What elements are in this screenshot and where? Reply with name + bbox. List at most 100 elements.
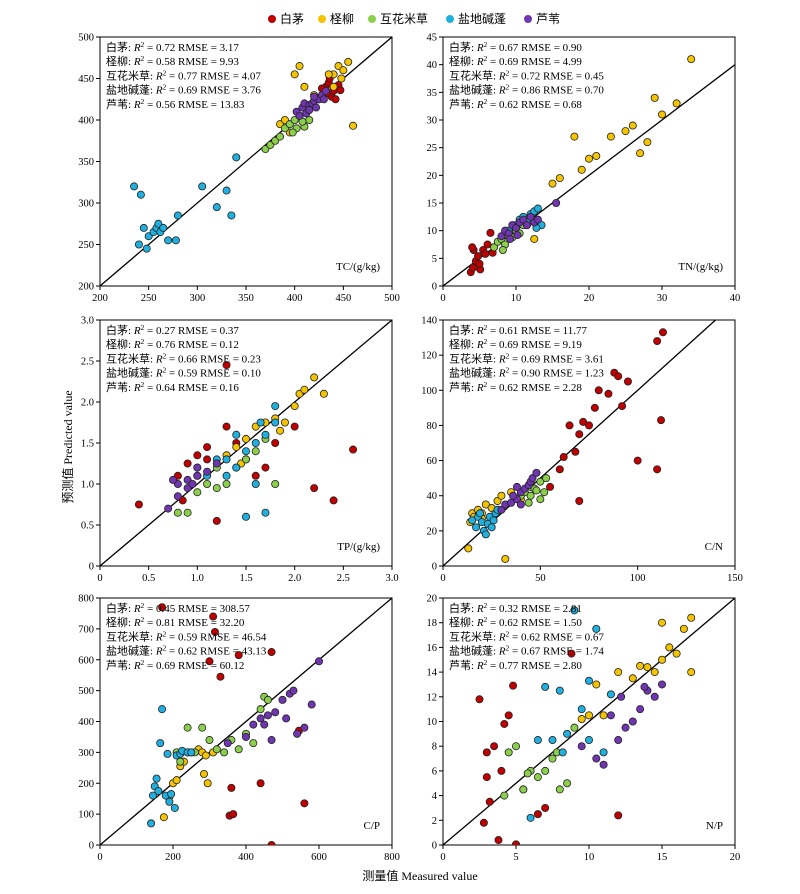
- data-point: [650, 668, 659, 677]
- data-point: [472, 523, 481, 532]
- superscript-2: 2: [141, 615, 145, 624]
- data-point: [256, 779, 265, 788]
- data-point: [200, 769, 209, 778]
- y-tick-label: 350: [78, 157, 94, 168]
- x-tick-label: 350: [238, 293, 254, 304]
- data-point: [614, 668, 623, 677]
- data-point: [475, 695, 484, 704]
- data-point: [193, 488, 202, 497]
- x-tick-label: 0: [97, 852, 102, 863]
- stat-species: 互花米草:: [106, 352, 156, 365]
- data-point: [232, 463, 241, 472]
- data-point: [653, 337, 662, 346]
- data-point: [349, 445, 358, 454]
- data-point: [533, 736, 542, 745]
- y-tick-label: 300: [78, 199, 94, 210]
- stat-species: 白茅:: [106, 323, 134, 337]
- x-tick-label: 15: [657, 852, 668, 863]
- data-point: [567, 649, 576, 658]
- data-point: [617, 692, 626, 701]
- data-point: [142, 244, 151, 253]
- data-point: [222, 479, 231, 488]
- data-point: [490, 243, 499, 252]
- series-盐地碱蓬: [147, 705, 196, 828]
- data-point: [536, 495, 545, 504]
- data-point: [621, 723, 630, 732]
- data-point: [522, 221, 531, 230]
- superscript-2: 2: [141, 337, 145, 346]
- data-point: [570, 132, 579, 141]
- r2-value: = 0.69 RMSE = 60.12: [144, 660, 244, 672]
- data-point: [222, 422, 231, 431]
- legend-item-2: 互花米草: [368, 10, 428, 28]
- stat-line-3: 盐地碱蓬: R2 = 0.86 RMSE = 0.70: [449, 82, 604, 97]
- r-symbol: R: [155, 368, 163, 380]
- data-point: [198, 182, 207, 191]
- stat-species: 芦苇:: [106, 97, 134, 111]
- data-point: [290, 422, 299, 431]
- stat-species: 盐地碱蓬:: [106, 367, 156, 380]
- data-point: [672, 99, 681, 108]
- data-point: [159, 813, 168, 822]
- series-芦苇: [497, 198, 561, 243]
- data-point: [319, 95, 328, 104]
- y-tick-label: 250: [78, 240, 94, 251]
- stat-line-2: 互花米草: R2 = 0.69 RMSE = 3.61: [449, 351, 604, 366]
- data-point: [260, 720, 269, 729]
- data-point: [599, 748, 608, 757]
- r-symbol: R: [133, 603, 141, 615]
- x-tick-label: 0: [97, 573, 102, 584]
- series-芦苇: [164, 459, 221, 513]
- legend-item-0: 白茅: [268, 10, 304, 28]
- data-point: [498, 246, 507, 255]
- y-tick-label: 30: [427, 116, 438, 127]
- data-point: [571, 447, 580, 456]
- data-point: [468, 516, 477, 525]
- data-point: [256, 418, 265, 427]
- data-point: [548, 179, 557, 188]
- data-point: [158, 705, 167, 714]
- data-point: [324, 70, 333, 79]
- data-point: [164, 236, 173, 245]
- x-tick-label: 0.5: [142, 573, 155, 584]
- data-point: [241, 434, 250, 443]
- data-point: [173, 492, 182, 501]
- plot-frame: [442, 319, 736, 567]
- data-point: [300, 82, 309, 91]
- y-tick-label: 500: [78, 33, 94, 44]
- data-point: [152, 774, 161, 783]
- data-point: [575, 430, 584, 439]
- panel-label: C/P: [363, 820, 380, 832]
- data-point: [592, 624, 601, 633]
- legend-label-4: 芦苇: [536, 12, 561, 26]
- y-tick-label: 25: [427, 143, 438, 154]
- r2-value: = 0.58 RMSE = 9.93: [144, 56, 239, 68]
- data-point: [623, 377, 632, 386]
- data-point: [512, 840, 520, 845]
- x-tick-label: 2.5: [337, 573, 350, 584]
- r2-value: = 0.61 RMSE = 11.77: [487, 325, 587, 337]
- data-point: [489, 516, 498, 525]
- stat-species: 柽柳:: [449, 54, 477, 68]
- legend-item-3: 盐地碱蓬: [446, 10, 506, 28]
- y-tick-label: 60: [427, 456, 438, 467]
- r-symbol: R: [155, 646, 163, 658]
- y-tick-label: 10: [427, 226, 438, 237]
- data-point: [599, 711, 608, 720]
- superscript-2: 2: [506, 68, 510, 77]
- r2-value: = 0.90 RMSE = 1.23: [509, 368, 604, 380]
- data-point: [256, 714, 265, 723]
- stat-line-1: 柽柳: R2 = 0.58 RMSE = 9.93: [106, 54, 239, 69]
- y-axis-title: 预测值 Predicted value: [60, 390, 75, 503]
- stat-line-3: 盐地碱蓬: R2 = 0.62 RMSE = 43.13: [106, 643, 267, 658]
- y-tick-label: 0: [432, 841, 437, 852]
- y-tick-label: 14: [427, 668, 438, 679]
- data-point: [156, 739, 165, 748]
- data-point: [212, 203, 221, 212]
- y-tick-label: 20: [427, 594, 438, 605]
- r-symbol: R: [133, 617, 141, 629]
- data-point: [241, 512, 250, 521]
- data-point: [464, 544, 473, 553]
- x-tick-label: 450: [335, 293, 351, 304]
